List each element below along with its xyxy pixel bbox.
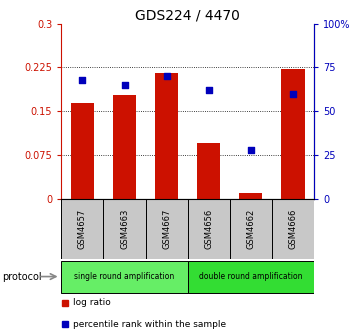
Text: log ratio: log ratio bbox=[73, 298, 110, 307]
Bar bbox=[239, 193, 262, 199]
Bar bbox=[104, 199, 145, 259]
Point bbox=[164, 73, 170, 79]
Text: percentile rank within the sample: percentile rank within the sample bbox=[73, 320, 226, 329]
Point bbox=[122, 82, 127, 87]
Bar bbox=[272, 199, 314, 259]
Bar bbox=[230, 199, 272, 259]
Text: GSM4666: GSM4666 bbox=[288, 209, 297, 249]
Title: GDS224 / 4470: GDS224 / 4470 bbox=[135, 8, 240, 23]
Text: GSM4656: GSM4656 bbox=[204, 209, 213, 249]
Point bbox=[248, 147, 254, 152]
Bar bbox=[197, 143, 220, 199]
Bar bbox=[61, 260, 188, 293]
Text: double round amplification: double round amplification bbox=[199, 272, 303, 281]
Bar bbox=[282, 69, 305, 199]
Text: single round amplification: single round amplification bbox=[74, 272, 175, 281]
Text: GSM4662: GSM4662 bbox=[247, 209, 255, 249]
Bar bbox=[155, 73, 178, 199]
Text: protocol: protocol bbox=[3, 271, 42, 282]
Bar bbox=[145, 199, 188, 259]
Point bbox=[206, 87, 212, 93]
Bar bbox=[188, 199, 230, 259]
Text: GSM4663: GSM4663 bbox=[120, 209, 129, 249]
Text: GSM4657: GSM4657 bbox=[78, 209, 87, 249]
Bar bbox=[113, 95, 136, 199]
Point bbox=[79, 77, 85, 82]
Bar bbox=[188, 260, 314, 293]
Bar bbox=[61, 199, 104, 259]
Point bbox=[290, 91, 296, 96]
Text: GSM4667: GSM4667 bbox=[162, 209, 171, 249]
Bar bbox=[71, 103, 94, 199]
